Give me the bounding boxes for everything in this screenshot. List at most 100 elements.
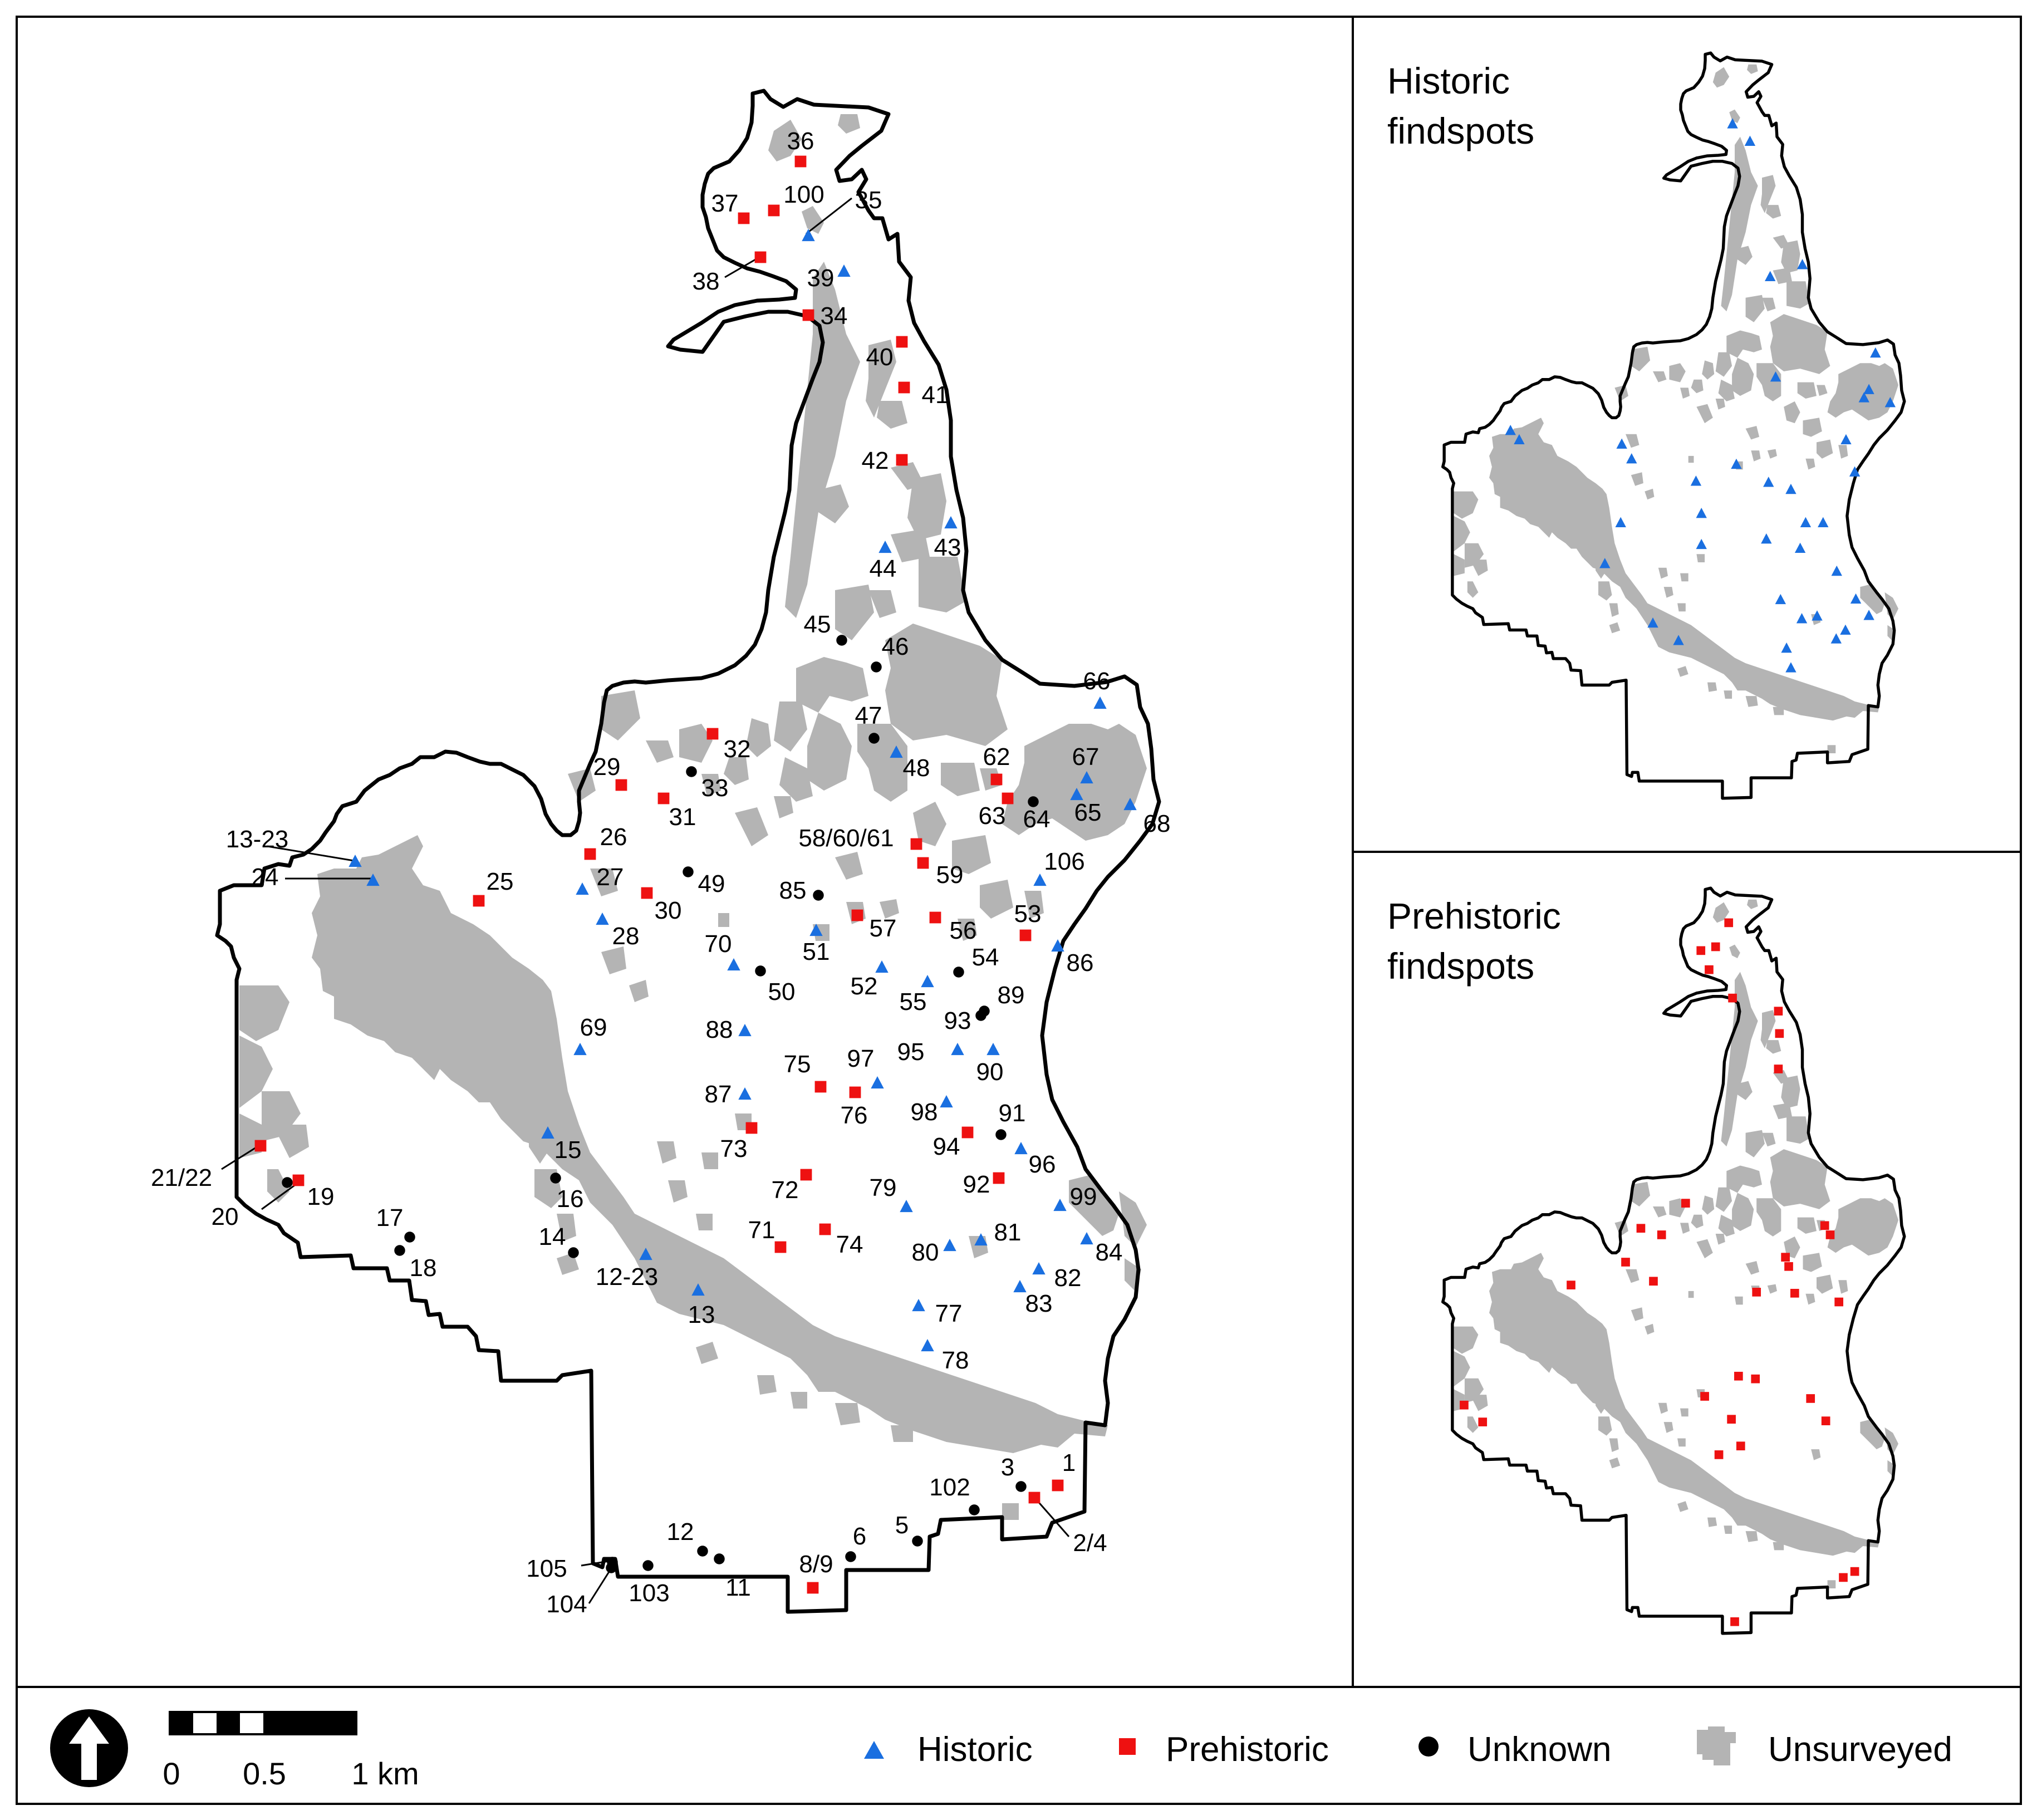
findspot-unknown-marker-104 (606, 1562, 617, 1573)
findspot-historic-marker-65 (1070, 788, 1083, 801)
findspot-unknown-marker-14 (568, 1247, 579, 1258)
legend-prehistoric-symbol (1119, 1738, 1136, 1755)
historic-inset-marker-44 (1764, 271, 1776, 282)
findspot-unknown-marker-46 (871, 661, 882, 673)
prehistoric-inset-marker-56 (1790, 1288, 1799, 1298)
historic-inset-marker-78 (1785, 662, 1797, 673)
prehistoric-inset-marker-19 (1478, 1417, 1488, 1426)
findspot-label-72: 72 (772, 1176, 799, 1204)
findspot-historic-marker-12-23 (639, 1248, 652, 1260)
historic-inset-marker-28 (1626, 453, 1637, 464)
findspot-historic-marker-68 (1123, 798, 1137, 811)
findspot-label-37: 37 (711, 190, 739, 217)
findspot-label-86: 86 (1067, 949, 1094, 977)
findspot-historic-marker-79 (900, 1200, 913, 1213)
findspot-label-30: 30 (655, 897, 682, 924)
prehistoric-inset-marker-59 (1784, 1262, 1793, 1271)
historic-inset-marker-83 (1830, 633, 1842, 644)
historic-inset-marker-52 (1763, 477, 1774, 487)
findspot-label-26: 26 (600, 823, 627, 851)
findspot-label-19: 19 (307, 1183, 335, 1210)
prehistoric-inset-marker-34 (1728, 993, 1737, 1003)
findspot-label-13: 13 (688, 1301, 715, 1328)
historic-inset-marker-12-23 (1647, 617, 1658, 628)
historic-inset-marker-82 (1840, 624, 1851, 635)
findspot-prehistoric-marker-59 (917, 857, 929, 869)
prehistoric-inset-marker-21-22 (1460, 1400, 1469, 1410)
findspot-label-54: 54 (972, 944, 999, 971)
findspot-label-70: 70 (705, 930, 732, 958)
historic-inset-marker-55 (1785, 483, 1797, 494)
findspot-label-64: 64 (1023, 806, 1051, 833)
findspot-label-82: 82 (1054, 1264, 1082, 1292)
prehistoric-inset-marker-40 (1774, 1007, 1783, 1016)
findspot-label-8-9: 8/9 (799, 1551, 833, 1578)
historic-panel-title-line1: Historic (1387, 60, 1510, 101)
prehistoric-inset-marker-74 (1736, 1441, 1745, 1451)
findspot-prehistoric-marker-37 (738, 212, 750, 224)
findspot-label-87: 87 (705, 1081, 732, 1108)
findspot-label-98: 98 (911, 1098, 938, 1126)
findspot-historic-marker-106 (1033, 874, 1047, 886)
findspot-label-5: 5 (895, 1512, 909, 1539)
findspot-historic-marker-96 (1014, 1142, 1028, 1155)
findspot-historic-marker-83 (1013, 1280, 1027, 1293)
findspot-unknown-marker-103 (642, 1560, 654, 1571)
findspot-historic-marker-67 (1080, 771, 1093, 784)
historic-inset-marker-43 (1797, 259, 1808, 269)
findspot-label-13-23: 13-23 (226, 826, 289, 853)
findspot-label-65: 65 (1074, 799, 1102, 826)
prehistoric-inset-marker-8-9 (1730, 1617, 1739, 1626)
historic-inset-marker-69 (1615, 517, 1626, 527)
prehistoric-inset-marker-72 (1727, 1415, 1736, 1424)
findspot-label-73: 73 (720, 1135, 748, 1162)
findspot-historic-marker-97 (871, 1076, 884, 1089)
findspot-prehistoric-marker-73 (745, 1122, 758, 1134)
historic-inset-marker-48 (1770, 371, 1781, 382)
findspot-label-68: 68 (1143, 810, 1171, 837)
findspot-label-95: 95 (897, 1038, 925, 1066)
prehistoric-inset-marker-100 (1711, 942, 1720, 951)
prehistoric-inset-marker-32 (1681, 1199, 1690, 1208)
prehistoric-findspots-inset: Prehistoric findspots (1387, 888, 1905, 1633)
historic-findspots-inset: Historic findspots (1387, 53, 1905, 798)
findspot-historic-marker-78 (921, 1339, 934, 1352)
findspot-prehistoric-marker-74 (819, 1223, 831, 1235)
prehistoric-panel-title-line2: findspots (1387, 945, 1534, 987)
findspot-label-12-23: 12-23 (596, 1263, 659, 1291)
scale-tick-0: 0 (163, 1756, 180, 1791)
findspot-label-105: 105 (526, 1555, 567, 1582)
findspot-historic-marker-82 (1032, 1262, 1046, 1275)
prehistoric-inset-marker-53 (1834, 1297, 1844, 1307)
findspot-historic-marker-13 (691, 1283, 705, 1296)
findspot-label-2-4: 2/4 (1073, 1529, 1107, 1557)
prehistoric-inset-marker-37 (1696, 946, 1706, 955)
prehistoric-inset-marker-26 (1621, 1258, 1630, 1267)
findspot-label-1: 1 (1062, 1449, 1076, 1476)
findspot-label-100: 100 (783, 181, 824, 208)
historic-inset-marker-13 (1673, 635, 1684, 645)
findspot-unknown-marker-54 (953, 967, 964, 978)
findspot-label-47: 47 (855, 702, 882, 729)
findspot-label-66: 66 (1083, 668, 1111, 695)
findspot-label-80: 80 (912, 1239, 939, 1266)
findspot-historic-marker-51 (809, 924, 823, 936)
historic-inset-marker-99 (1850, 593, 1862, 604)
historic-inset-marker-97 (1761, 533, 1772, 544)
findspot-label-16: 16 (557, 1185, 584, 1213)
historic-inset-marker-65 (1858, 392, 1869, 403)
historic-inset-marker-35 (1727, 118, 1738, 129)
legend: 0 0.5 1 km Historic Prehistoric Unknown … (50, 1709, 1952, 1791)
findspot-label-89: 89 (998, 982, 1025, 1009)
findspot-prehistoric-marker-57 (851, 909, 863, 921)
findspot-label-46: 46 (882, 633, 909, 660)
findspot-label-63: 63 (979, 802, 1006, 830)
leader-13-23 (267, 845, 355, 862)
findspot-label-92: 92 (963, 1171, 990, 1198)
findspot-prehistoric-marker-25 (473, 895, 485, 907)
historic-inset-marker-84 (1863, 610, 1874, 620)
findspot-historic-marker-52 (875, 960, 889, 973)
historic-inset-marker-80 (1796, 613, 1808, 624)
legend-unsurveyed-label: Unsurveyed (1768, 1730, 1952, 1769)
